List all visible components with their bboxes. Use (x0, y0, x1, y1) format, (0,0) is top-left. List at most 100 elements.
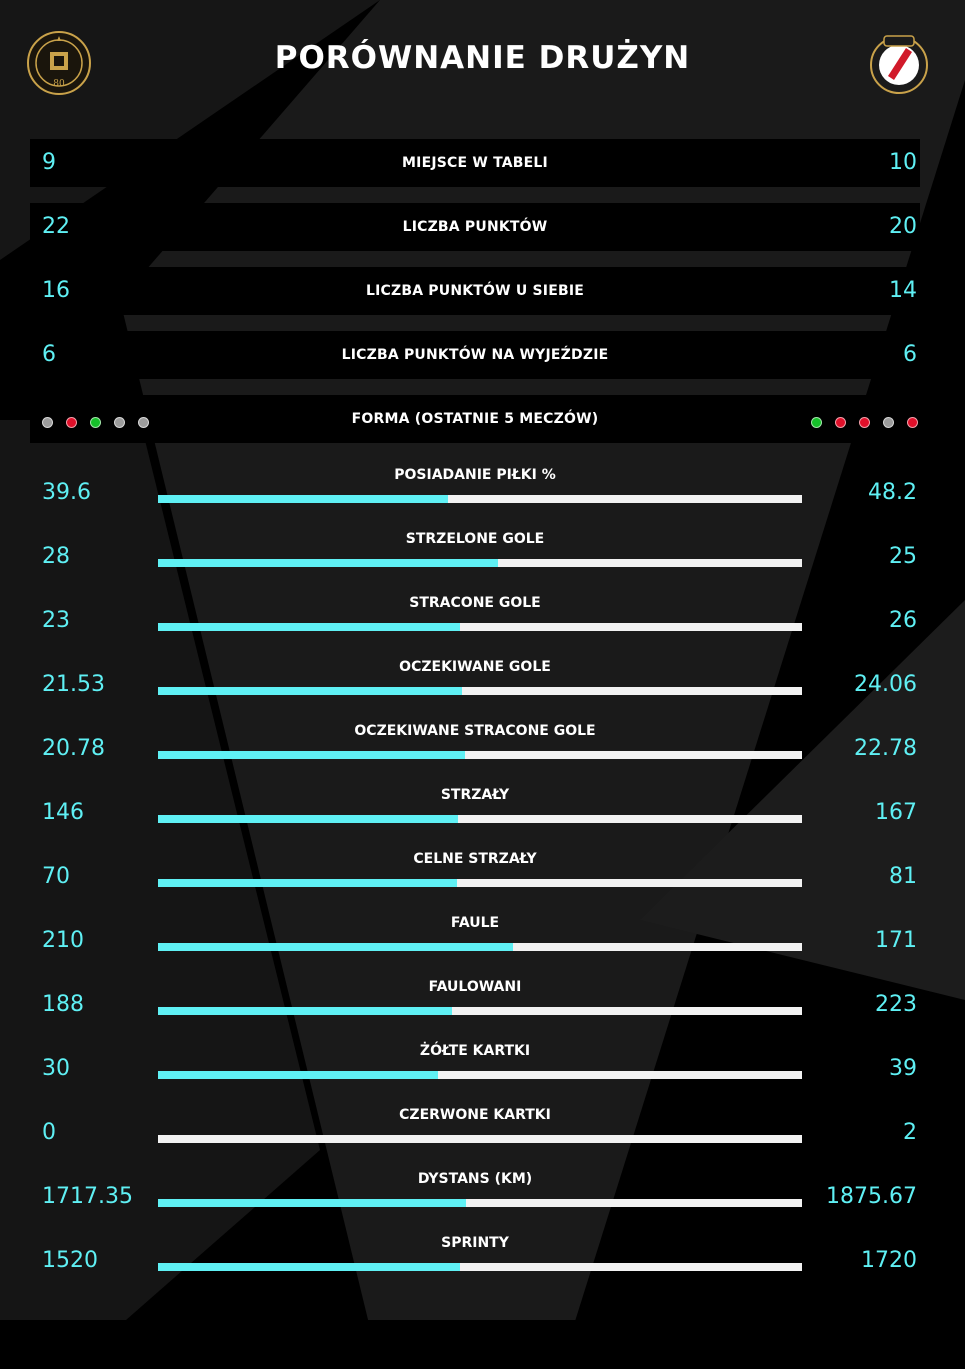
summary-row-label: LICZBA PUNKTÓW NA WYJEŹDZIE (341, 347, 609, 363)
stat-row: SPRINTY 1520 1720 (30, 1235, 920, 1295)
home-value: 6 (42, 342, 56, 367)
comparison-bar (158, 1135, 802, 1143)
comparison-bar-fill (158, 751, 466, 759)
page-title: PORÓWNANIE DRUŻYN (274, 40, 691, 76)
form-result-win-icon (90, 417, 101, 428)
away-value: 81 (889, 864, 917, 889)
home-value: 21.53 (42, 672, 105, 697)
stat-label: ŻÓŁTE KARTKI (419, 1043, 531, 1059)
away-value: 39 (889, 1056, 917, 1081)
stat-label: POSIADANIE PIŁKI % (394, 467, 556, 483)
stat-row: CZERWONE KARTKI 0 2 (30, 1107, 920, 1167)
away-form-dots (811, 413, 918, 428)
form-result-win-icon (811, 417, 822, 428)
home-value: 9 (42, 150, 56, 175)
away-value: 20 (889, 214, 917, 239)
stat-row: CELNE STRZAŁY 70 81 (30, 851, 920, 911)
away-value: 14 (889, 278, 917, 303)
stat-label: STRZAŁY (440, 787, 510, 803)
home-value: 28 (42, 544, 70, 569)
form-label: FORMA (OSTATNIE 5 MECZÓW) (351, 411, 599, 427)
comparison-bar-fill (158, 623, 461, 631)
form-result-loss-icon (907, 417, 918, 428)
comparison-bar-fill (158, 943, 513, 951)
stat-row: STRACONE GOLE 23 26 (30, 595, 920, 655)
home-value: 16 (42, 278, 70, 303)
comparison-bar-fill (158, 1199, 466, 1207)
away-value: 26 (889, 608, 917, 633)
comparison-bar (158, 495, 802, 503)
stat-label: CELNE STRZAŁY (413, 851, 537, 867)
comparison-bar-fill (158, 815, 459, 823)
stat-label: DYSTANS (KM) (417, 1171, 533, 1187)
stat-row: POSIADANIE PIŁKI % 39.6 48.2 (30, 467, 920, 527)
comparison-bar (158, 1199, 802, 1207)
comparison-bar (158, 879, 802, 887)
svg-text:80: 80 (53, 79, 65, 89)
away-value: 48.2 (868, 480, 917, 505)
stat-label: CZERWONE KARTKI (399, 1107, 551, 1123)
home-value: 23 (42, 608, 70, 633)
comparison-bar (158, 815, 802, 823)
comparison-bar (158, 559, 802, 567)
comparison-bar-fill (158, 1071, 439, 1079)
summary-row: LICZBA PUNKTÓW 22 20 (30, 203, 920, 251)
home-value: 0 (42, 1120, 56, 1145)
stat-row: STRZAŁY 146 167 (30, 787, 920, 847)
summary-row: MIEJSCE W TABELI 9 10 (30, 139, 920, 187)
stat-label: STRACONE GOLE (409, 595, 541, 611)
summary-row-label: MIEJSCE W TABELI (402, 155, 548, 171)
away-team-crest-icon (866, 30, 932, 96)
comparison-bar (158, 623, 802, 631)
home-value: 210 (42, 928, 84, 953)
home-team-crest-icon: 80 (26, 30, 92, 96)
home-value: 1717.35 (42, 1184, 133, 1209)
comparison-bar-fill (158, 1007, 453, 1015)
comparison-bar-fill (158, 559, 499, 567)
home-value: 22 (42, 214, 70, 239)
summary-row: LICZBA PUNKTÓW NA WYJEŹDZIE 6 6 (30, 331, 920, 379)
stat-label: STRZELONE GOLE (405, 531, 545, 547)
home-value: 1520 (42, 1248, 98, 1273)
comparison-bar (158, 1263, 802, 1271)
stat-row: FAULE 210 171 (30, 915, 920, 975)
comparison-bar-fill (158, 687, 462, 695)
home-value: 30 (42, 1056, 70, 1081)
away-value: 25 (889, 544, 917, 569)
away-value: 223 (875, 992, 917, 1017)
form-result-draw-icon (114, 417, 125, 428)
stat-label: FAULOWANI (428, 979, 522, 995)
comparison-bar-fill (158, 879, 457, 887)
comparison-bar-fill (158, 1263, 461, 1271)
away-value: 171 (875, 928, 917, 953)
away-value: 24.06 (854, 672, 917, 697)
away-value: 2 (903, 1120, 917, 1145)
form-result-loss-icon (859, 417, 870, 428)
stat-row: DYSTANS (KM) 1717.35 1875.67 (30, 1171, 920, 1231)
stat-label: FAULE (450, 915, 500, 931)
comparison-bar (158, 1007, 802, 1015)
home-value: 146 (42, 800, 84, 825)
home-value: 188 (42, 992, 84, 1017)
home-form-dots (42, 413, 162, 428)
stat-label: OCZEKIWANE GOLE (399, 659, 551, 675)
away-value: 10 (889, 150, 917, 175)
form-result-loss-icon (66, 417, 77, 428)
stat-row: ŻÓŁTE KARTKI 30 39 (30, 1043, 920, 1103)
stat-row: OCZEKIWANE GOLE 21.53 24.06 (30, 659, 920, 719)
away-value: 6 (903, 342, 917, 367)
comparison-bar (158, 943, 802, 951)
comparison-bar (158, 751, 802, 759)
summary-row-label: LICZBA PUNKTÓW (402, 219, 548, 235)
stat-label: OCZEKIWANE STRACONE GOLE (354, 723, 596, 739)
stat-label: SPRINTY (441, 1235, 509, 1251)
home-value: 39.6 (42, 480, 91, 505)
away-value: 167 (875, 800, 917, 825)
summary-row-label: LICZBA PUNKTÓW U SIEBIE (365, 283, 585, 299)
away-value: 22.78 (854, 736, 917, 761)
comparison-bar-fill (158, 495, 448, 503)
away-value: 1720 (861, 1248, 917, 1273)
stat-row: OCZEKIWANE STRACONE GOLE 20.78 22.78 (30, 723, 920, 783)
comparison-bar (158, 1071, 802, 1079)
comparison-bar (158, 687, 802, 695)
